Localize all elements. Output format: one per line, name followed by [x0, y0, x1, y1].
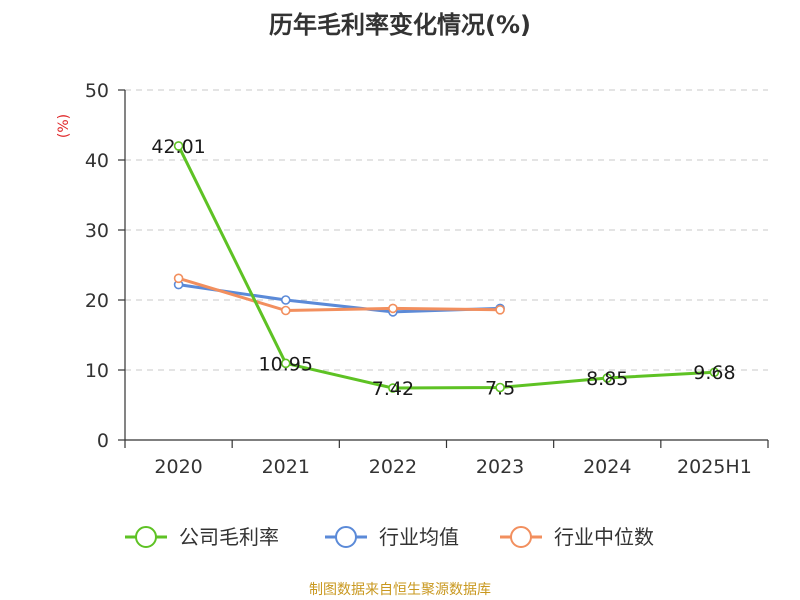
x-axis-ticks: 2020 2021 2022 2023 2024 2025H1 [124, 440, 769, 478]
data-label: 10.95 [259, 353, 313, 375]
series-line [178, 276, 501, 312]
y-tick-label: 50 [85, 80, 109, 102]
legend-item[interactable]: 行业均值 [325, 525, 459, 549]
chart-title: 历年毛利率变化情况(%) [269, 11, 531, 39]
data-label: 8.85 [586, 368, 628, 390]
x-tick-label: 2025H1 [677, 456, 752, 478]
legend-marker [335, 526, 357, 548]
x-tick-label: 2023 [476, 456, 524, 478]
data-point[interactable] [280, 305, 291, 316]
gridlines [125, 89, 768, 371]
legend-item[interactable]: 行业中位数 [500, 525, 654, 549]
data-point[interactable] [602, 373, 613, 383]
y-tick-label: 20 [85, 290, 109, 312]
y-tick-label: 40 [85, 150, 109, 172]
series-layer [173, 141, 720, 393]
data-point[interactable] [280, 295, 291, 305]
x-tick-label: 2024 [583, 456, 631, 478]
source-note: 制图数据来自恒生聚源数据库 [309, 582, 491, 598]
x-tick-label: 2020 [154, 456, 202, 478]
data-label: 7.5 [485, 378, 515, 400]
y-axis-unit-label: (%) [56, 114, 72, 138]
legend-label: 行业均值 [379, 525, 459, 549]
legend-item[interactable]: 公司毛利率 [125, 525, 279, 549]
data-point[interactable] [495, 382, 505, 393]
data-point[interactable] [709, 367, 720, 378]
data-labels: 42.01 10.95 7.42 7.5 8.85 9.68 [151, 136, 735, 400]
data-point[interactable] [280, 358, 291, 369]
data-point[interactable] [388, 383, 398, 393]
data-point[interactable] [173, 141, 184, 151]
data-point[interactable] [495, 304, 505, 315]
legend-label: 行业中位数 [554, 525, 654, 549]
data-point[interactable] [173, 273, 184, 284]
data-label: 42.01 [151, 136, 205, 158]
data-label: 7.42 [372, 378, 414, 400]
y-tick-label: 0 [97, 430, 109, 452]
series-0 [173, 141, 720, 393]
legend-label: 公司毛利率 [179, 525, 279, 549]
y-axis-ticks: 0 10 20 30 40 50 [85, 80, 125, 452]
x-tick-label: 2022 [369, 456, 417, 478]
data-label: 9.68 [693, 362, 735, 384]
x-tick-label: 2021 [262, 456, 310, 478]
y-tick-label: 10 [85, 360, 109, 382]
data-point[interactable] [388, 303, 398, 314]
series-2 [173, 273, 505, 316]
legend-marker [135, 526, 157, 548]
series-line [177, 145, 715, 390]
legend[interactable]: 公司毛利率 行业均值 行业中位数 [125, 525, 654, 549]
y-tick-label: 30 [85, 220, 109, 242]
legend-marker [510, 526, 532, 548]
